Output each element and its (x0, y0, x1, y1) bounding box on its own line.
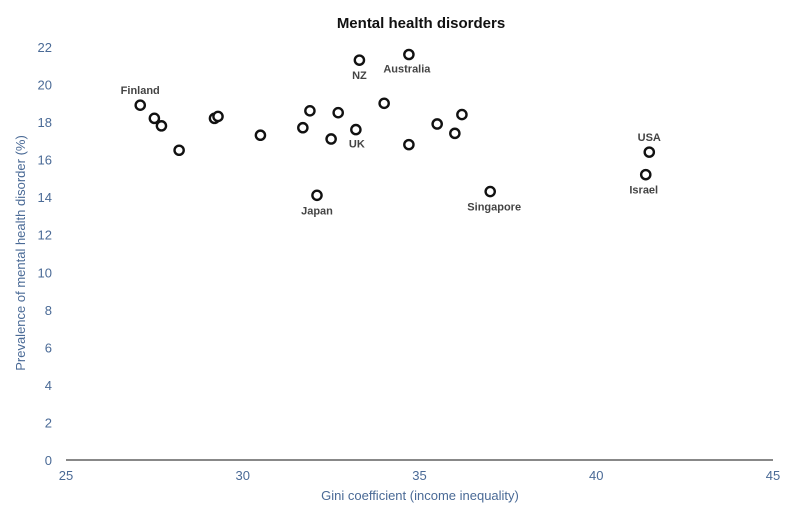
data-point (298, 123, 307, 132)
x-tick-label: 45 (766, 468, 780, 483)
y-tick-label: 8 (45, 303, 52, 318)
y-tick-label: 16 (38, 153, 52, 168)
chart-title: Mental health disorders (337, 15, 505, 32)
data-point (327, 134, 336, 143)
y-tick-label: 10 (38, 265, 52, 280)
data-point (450, 129, 459, 138)
point-label-japan: Japan (301, 205, 333, 217)
data-point (175, 146, 184, 155)
x-tick-label: 30 (236, 468, 250, 483)
data-point (256, 131, 265, 140)
point-label-singapore: Singapore (467, 202, 521, 214)
point-label-australia: Australia (383, 64, 431, 76)
point-labels: Finland Japan UK NZ Australia Singapore USA Isr… (121, 64, 661, 218)
point-label-finland: Finland (121, 85, 160, 97)
y-tick-label: 4 (45, 378, 52, 393)
data-point (457, 110, 466, 119)
point-label-nz: NZ (352, 70, 367, 82)
y-tick-label: 18 (38, 115, 52, 130)
data-point (213, 112, 222, 121)
x-axis-label: Gini coefficient (income inequality) (321, 488, 519, 503)
scatter-chart: Mental health disorders 0 2 4 6 8 10 12 14 16 18 2… (0, 0, 792, 513)
data-point (305, 106, 314, 115)
y-tick-label: 12 (38, 228, 52, 243)
y-axis-label: Prevalence of mental health disorder (%) (13, 135, 28, 371)
y-tick-label: 6 (45, 340, 52, 355)
data-point (486, 187, 495, 196)
y-axis-ticks: 0 2 4 6 8 10 12 14 16 18 20 22 (38, 40, 52, 468)
x-tick-label: 40 (589, 468, 603, 483)
data-point (312, 191, 321, 200)
data-point (157, 121, 166, 130)
x-tick-label: 35 (412, 468, 426, 483)
y-tick-label: 20 (38, 78, 52, 93)
data-point (334, 108, 343, 117)
data-point (351, 125, 360, 134)
point-label-uk: UK (349, 139, 365, 151)
y-tick-label: 2 (45, 415, 52, 430)
data-point (645, 148, 654, 157)
y-tick-label: 0 (45, 453, 52, 468)
data-point (404, 140, 413, 149)
data-point (404, 50, 413, 59)
data-point (641, 170, 650, 179)
point-label-usa: USA (638, 132, 661, 144)
data-point (355, 56, 364, 65)
data-point (136, 101, 145, 110)
data-point (380, 99, 389, 108)
y-tick-label: 14 (38, 190, 52, 205)
data-point (433, 119, 442, 128)
x-axis-ticks: 25 30 35 40 45 (59, 468, 780, 483)
point-label-israel: Israel (629, 185, 658, 197)
y-tick-label: 22 (38, 40, 52, 55)
x-tick-label: 25 (59, 468, 73, 483)
